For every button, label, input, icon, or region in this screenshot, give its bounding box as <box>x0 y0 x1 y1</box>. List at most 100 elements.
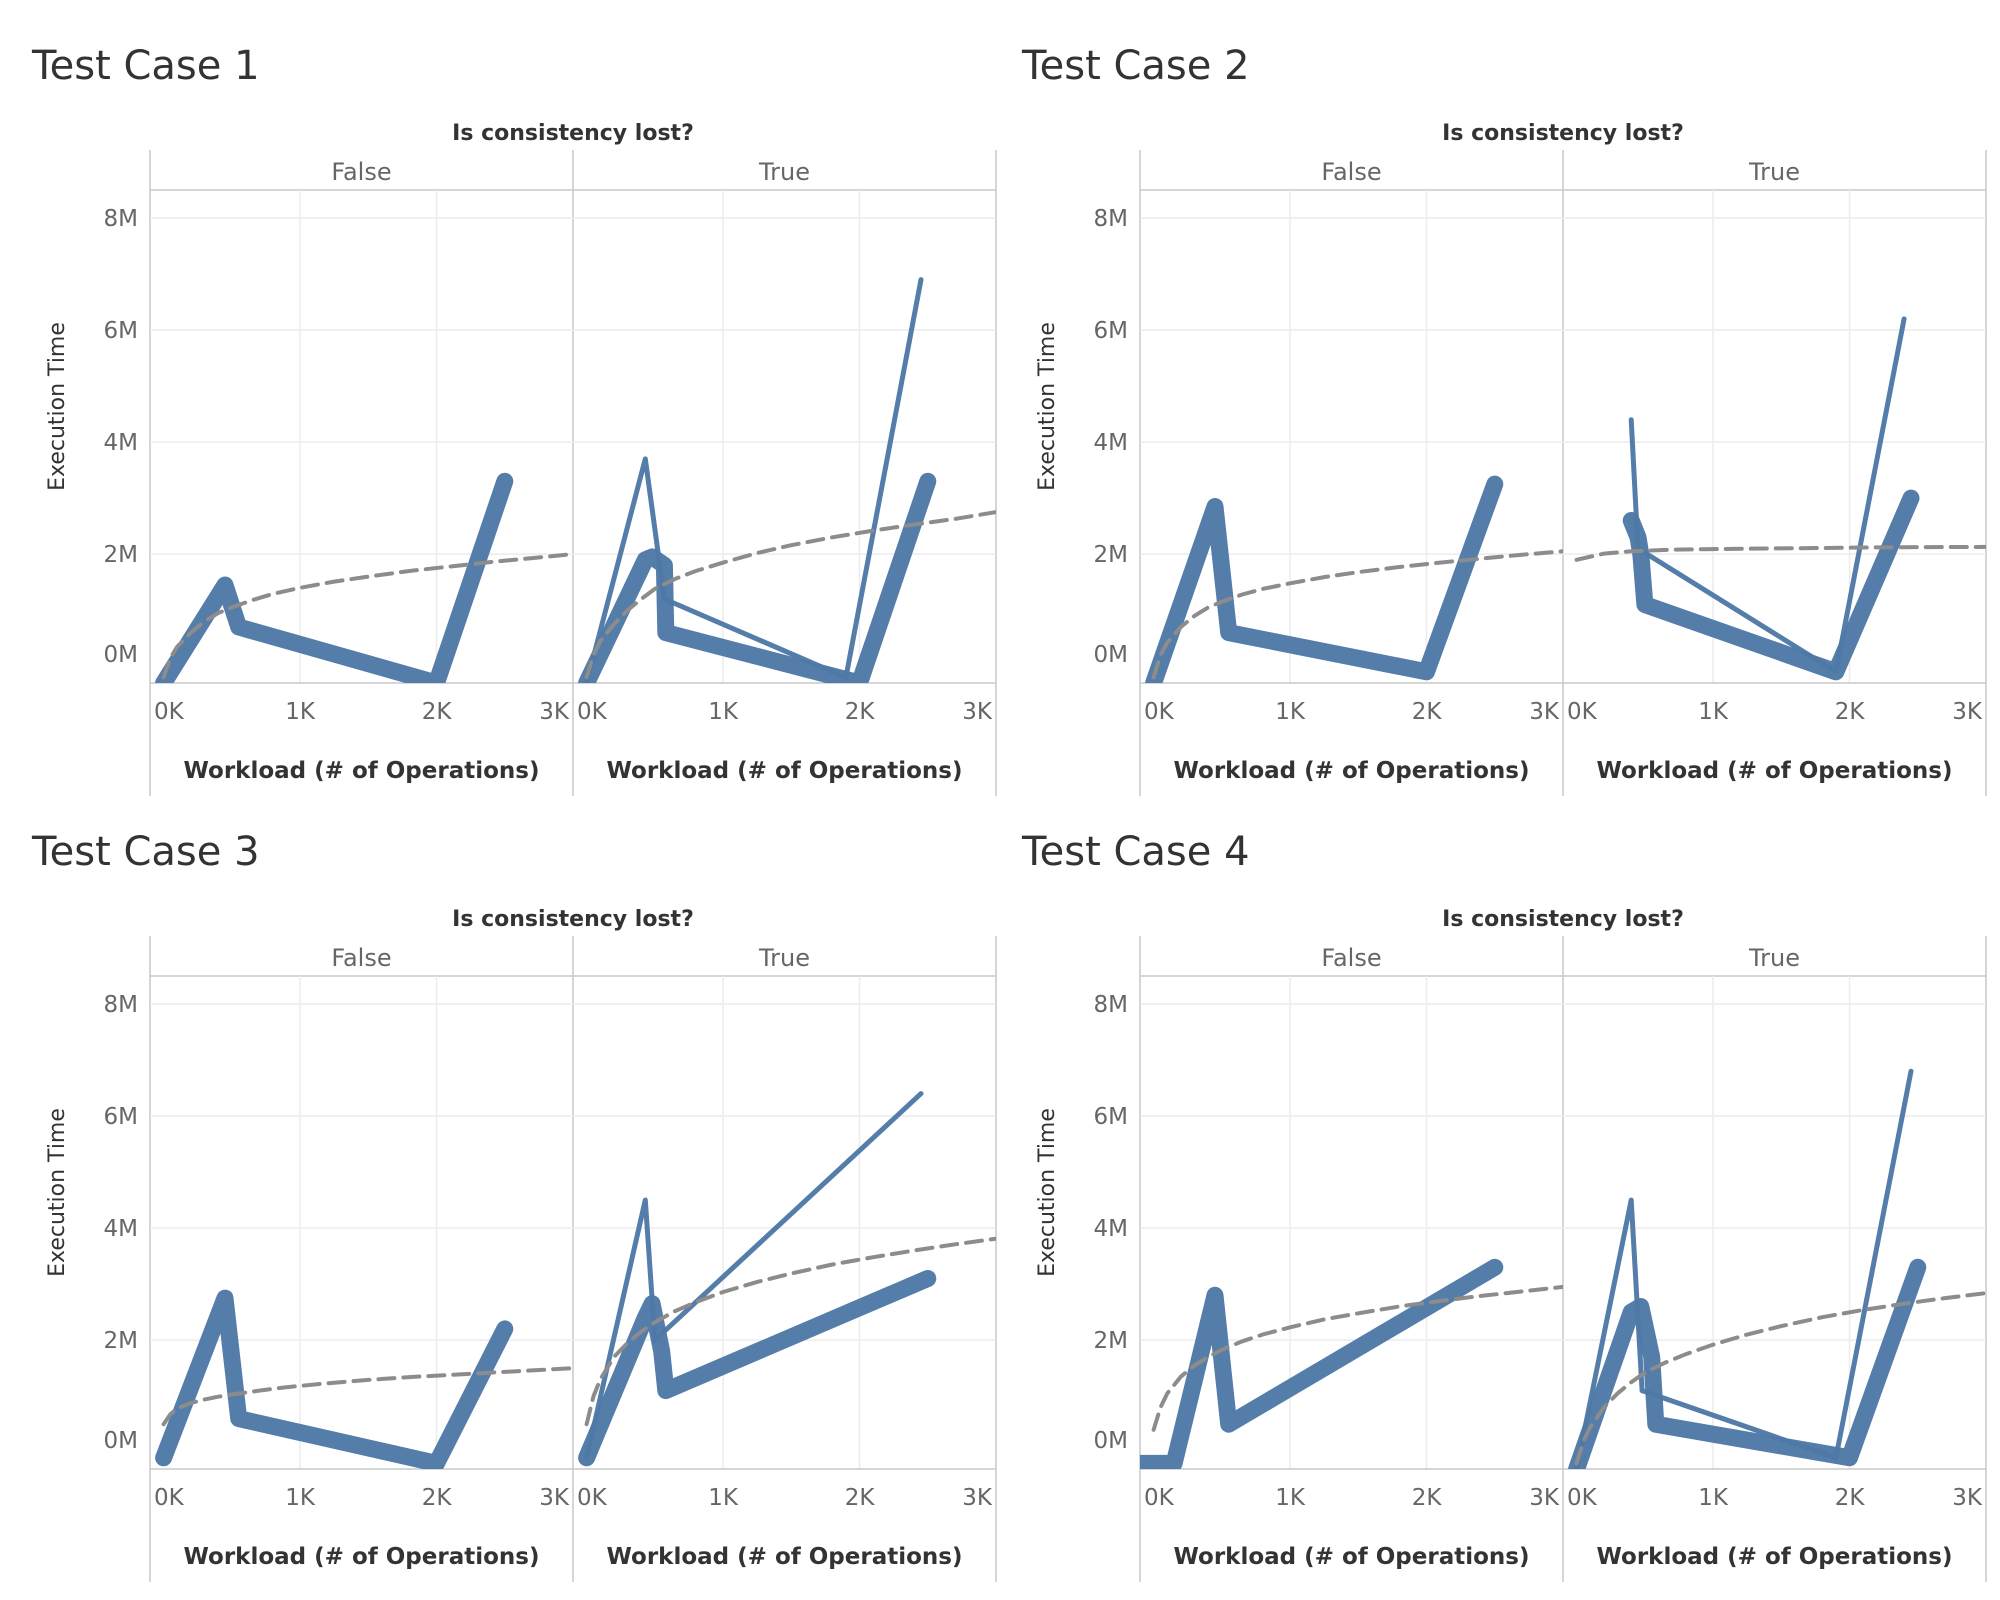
column-header-title: Is consistency lost? <box>1442 121 1684 146</box>
x-tick-label: 3K <box>539 699 570 725</box>
y-tick-label: 4M <box>104 1216 138 1242</box>
column-header-title: Is consistency lost? <box>452 907 694 932</box>
chart-title: Test Case 1 <box>31 43 260 89</box>
trend-line <box>1151 549 1563 680</box>
series-line-thin <box>584 277 924 683</box>
chart-title: Test Case 4 <box>1021 829 1250 875</box>
x-axis-title: Workload (# of Operations) <box>183 1544 539 1570</box>
x-tick-label: 0K <box>1567 1485 1598 1511</box>
panel-data <box>578 1091 996 1467</box>
test-case-4: Test Case 4 Is consistency lost? 0M 2M 4M 6M 8… <box>1021 829 1987 1582</box>
x-tick-label: 0K <box>577 1485 608 1511</box>
x-tick-label: 1K <box>1275 1485 1306 1511</box>
y-axis-title: Execution Time <box>1035 1108 1060 1277</box>
y-tick-label: 6M <box>104 1104 138 1130</box>
y-tick-label: 0M <box>1094 642 1128 668</box>
x-axis-title: Workload (# of Operations) <box>183 758 539 784</box>
x-tick-label: 0K <box>1144 1485 1175 1511</box>
y-tick-label: 2M <box>104 1328 138 1354</box>
chart-title: Test Case 3 <box>31 829 260 875</box>
y-tick-label: 6M <box>1094 1104 1128 1130</box>
y-axis-title: Execution Time <box>45 1108 70 1277</box>
panel-data <box>1568 1068 1986 1469</box>
chart-title: Test Case 2 <box>1021 43 1250 89</box>
x-tick-label: 3K <box>1529 699 1560 725</box>
trend-line <box>1574 544 1986 562</box>
x-tick-label: 2K <box>1412 1485 1443 1511</box>
panel-data <box>155 1289 573 1469</box>
x-axis-title: Workload (# of Operations) <box>1173 1544 1529 1570</box>
x-tick-label: 2K <box>1835 699 1866 725</box>
x-tick-label: 1K <box>285 699 316 725</box>
panel-data <box>155 472 573 683</box>
series-line-thick <box>155 1289 514 1469</box>
series-line-thick <box>578 472 937 683</box>
y-tick-label: 8M <box>1094 992 1128 1018</box>
panel-true: True 0K 1K 2K 3K Workload (# of Operations) <box>573 944 996 1570</box>
x-tick-label: 3K <box>1529 1485 1560 1511</box>
x-axis-title: Workload (# of Operations) <box>1596 1544 1952 1570</box>
trend-line <box>1574 1291 1986 1466</box>
panel-data <box>578 277 996 683</box>
y-tick-label: 4M <box>104 430 138 456</box>
x-tick-label: 3K <box>1952 1485 1983 1511</box>
x-tick-label: 2K <box>845 699 876 725</box>
facet-label: False <box>331 158 391 186</box>
trend-line <box>1151 1284 1563 1432</box>
x-tick-label: 1K <box>1698 699 1729 725</box>
x-axis-title: Workload (# of Operations) <box>606 1544 962 1570</box>
y-tick-label: 4M <box>1094 430 1128 456</box>
x-tick-label: 3K <box>962 699 993 725</box>
panel-false: False 0K 1K 2K 3K Workload (# of Operations) <box>150 944 573 1570</box>
x-tick-label: 1K <box>285 1485 316 1511</box>
x-tick-label: 0K <box>1144 699 1175 725</box>
panel-true: True 0K 1K 2K 3K Workload (# of Operations) <box>573 158 996 784</box>
panel-data <box>1140 1258 1563 1469</box>
trend-line <box>161 552 573 680</box>
column-header-title: Is consistency lost? <box>1442 907 1684 932</box>
test-case-3: Test Case 3 Is consistency lost? 0M 2M 4M 6M 8… <box>31 829 997 1582</box>
x-tick-label: 3K <box>539 1485 570 1511</box>
y-axis-title: Execution Time <box>1035 322 1060 491</box>
y-axis-title: Execution Time <box>45 322 70 491</box>
x-axis-title: Workload (# of Operations) <box>1596 758 1952 784</box>
y-tick-label: 6M <box>104 318 138 344</box>
x-tick-label: 1K <box>708 1485 739 1511</box>
test-case-2: Test Case 2 Is consistency lost? 0M 2M 4M 6M 8… <box>1021 43 1987 796</box>
x-tick-label: 1K <box>708 699 739 725</box>
y-tick-label: 2M <box>104 542 138 568</box>
x-tick-label: 0K <box>577 699 608 725</box>
x-tick-label: 2K <box>1412 699 1443 725</box>
y-tick-label: 2M <box>1094 542 1128 568</box>
y-tick-label: 4M <box>1094 1216 1128 1242</box>
panel-data <box>1145 475 1563 683</box>
panel-false: False 0K 1K 2K 3K Workload (# of Operations) <box>1140 158 1563 784</box>
x-axis-title: Workload (# of Operations) <box>1173 758 1529 784</box>
x-tick-label: 2K <box>422 1485 453 1511</box>
trend-line <box>161 1366 573 1427</box>
series-line-thick <box>1622 489 1920 681</box>
series-line-thick <box>155 472 514 683</box>
series-line-thin <box>1628 316 1907 675</box>
x-tick-label: 0K <box>154 1485 185 1511</box>
trend-line <box>584 510 996 680</box>
panel-true: True 0K 1K 2K 3K Workload (# of Operations) <box>1563 944 1986 1570</box>
x-tick-label: 2K <box>422 699 453 725</box>
facet-label: True <box>1748 158 1800 186</box>
series-line-thin <box>584 1091 924 1461</box>
panel-true: True 0K 1K 2K 3K Workload (# of Operations) <box>1563 158 1986 784</box>
series-line-thick <box>1568 1258 1927 1469</box>
x-tick-label: 1K <box>1275 699 1306 725</box>
panel-false: False 0K 1K 2K 3K Workload (# of Operations) <box>1140 944 1563 1570</box>
facet-label: True <box>758 944 810 972</box>
facet-label: False <box>1321 944 1381 972</box>
series-line-thick <box>1145 475 1504 683</box>
x-tick-label: 2K <box>845 1485 876 1511</box>
y-tick-label: 8M <box>104 206 138 232</box>
facet-label: True <box>1748 944 1800 972</box>
series-line-thick <box>578 1270 937 1467</box>
y-tick-label: 8M <box>104 992 138 1018</box>
y-tick-label: 0M <box>1094 1428 1128 1454</box>
